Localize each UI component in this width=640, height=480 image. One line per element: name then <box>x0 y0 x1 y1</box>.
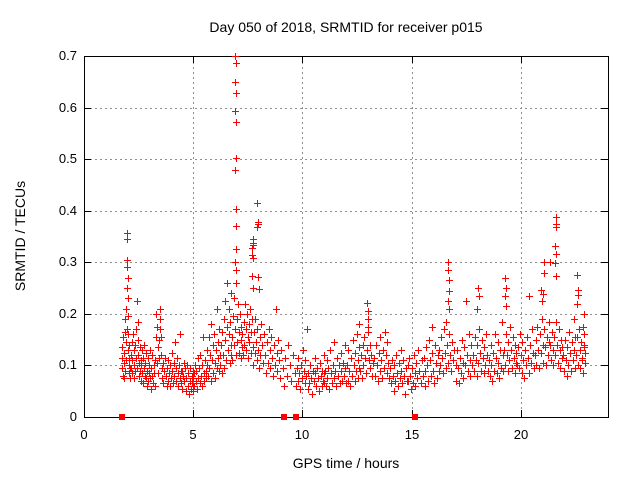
y-tick-label: 0.1 <box>58 357 77 372</box>
y-tick-label: 0.2 <box>58 306 77 321</box>
x-tick-label: 10 <box>294 427 310 442</box>
scatter-point-square <box>412 414 418 420</box>
x-tick-label: 15 <box>404 427 420 442</box>
x-axis-title: GPS time / hours <box>292 455 400 471</box>
y-tick-label: 0 <box>69 409 77 424</box>
scatter-point-square <box>281 414 287 420</box>
y-tick-label: 0.5 <box>58 151 77 166</box>
x-tick-label: 5 <box>189 427 197 442</box>
scatter-points-plus <box>119 53 589 398</box>
y-axis-title: SRMTID / TECUs <box>12 180 28 292</box>
plot-border <box>84 56 609 418</box>
x-tick-label: 0 <box>80 427 88 442</box>
y-tick-label: 0.3 <box>58 254 77 269</box>
y-tick-label: 0.7 <box>58 48 77 63</box>
scatter-point-square <box>293 414 299 420</box>
chart-title: Day 050 of 2018, SRMTID for receiver p01… <box>209 19 483 35</box>
y-tick-label: 0.6 <box>58 100 77 115</box>
y-tick-label: 0.4 <box>58 203 77 218</box>
x-tick-label: 20 <box>513 427 529 442</box>
scatter-point-square <box>119 414 125 420</box>
